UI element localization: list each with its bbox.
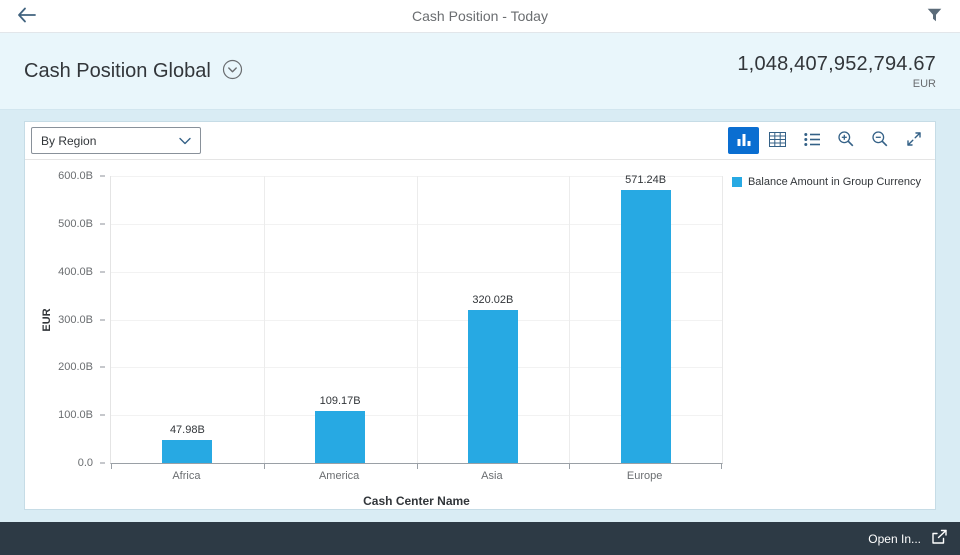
y-tick-label: 200.0B — [58, 361, 93, 374]
chart: Balance Amount in Group Currency EUR 0.0… — [25, 160, 935, 509]
chart-legend[interactable]: Balance Amount in Group Currency — [731, 176, 921, 188]
chart-toolbar: By Region — [25, 122, 935, 160]
total-amount: 1,048,407,952,794.67 — [737, 52, 936, 75]
bar-chart-view-button[interactable] — [728, 127, 759, 154]
zoom-in-button[interactable] — [830, 127, 861, 154]
bar-chart-icon — [737, 132, 751, 149]
column-separator — [416, 176, 418, 463]
total-amount-block: 1,048,407,952,794.67 EUR — [737, 53, 936, 90]
page-title: Cash Position - Today — [412, 8, 548, 24]
plot-area: 47.98B 109.17B 320.02B 571.24B — [110, 174, 723, 469]
y-axis-labels: 0.0 100.0B 200.0B 300.0B 400.0B 500.0B 600.0B — [25, 170, 105, 469]
legend-list-button[interactable] — [796, 127, 827, 154]
y-tick-label: 0.0 — [77, 457, 93, 469]
zoom-out-button[interactable] — [864, 127, 895, 154]
column-separator — [569, 176, 571, 463]
header-expand-button[interactable] — [221, 59, 245, 83]
zoom-out-icon — [871, 131, 888, 150]
filter-funnel-icon — [927, 8, 942, 25]
zoom-in-icon — [837, 131, 854, 150]
y-tick-mark — [100, 414, 105, 416]
object-title: Cash Position Global — [24, 59, 211, 82]
fullscreen-button[interactable] — [898, 127, 929, 154]
bar-value-label: 109.17B — [319, 395, 361, 407]
table-grid-icon — [769, 131, 786, 150]
bar-value-label: 320.02B — [472, 294, 514, 306]
x-tick-label: Asia — [481, 470, 503, 482]
chart-view-switcher — [728, 127, 929, 154]
y-tick-label: 100.0B — [58, 409, 93, 422]
x-tick-mark — [721, 464, 722, 469]
y-tick-mark — [100, 319, 105, 320]
open-in-button[interactable]: Open In... — [868, 529, 948, 548]
bar-europe[interactable] — [620, 190, 671, 463]
back-button[interactable] — [12, 0, 40, 33]
x-tick-mark — [111, 464, 112, 469]
chart-panel: By Region — [24, 121, 936, 510]
y-tick-label: 500.0B — [58, 217, 93, 230]
top-header: Cash Position - Today — [0, 0, 960, 33]
footer-bar: Open In... — [0, 522, 960, 555]
x-tick-mark — [416, 464, 418, 469]
bar-africa[interactable] — [162, 440, 213, 463]
bar-asia[interactable] — [467, 310, 518, 463]
share-arrow-icon — [931, 529, 948, 548]
y-tick-label: 400.0B — [58, 265, 93, 278]
x-tick-label: America — [318, 470, 360, 482]
content-area: By Region — [0, 110, 960, 522]
bar-value-label: 571.24B — [625, 174, 667, 186]
y-tick-label: 600.0B — [58, 170, 93, 182]
column-separator — [263, 176, 265, 463]
filter-button[interactable] — [920, 0, 948, 33]
y-tick-mark — [100, 462, 105, 464]
object-header: Cash Position Global 1,048,407,952,794.6… — [0, 33, 960, 110]
bar-america[interactable] — [315, 411, 366, 463]
legend-swatch — [731, 177, 742, 187]
view-selector[interactable]: By Region — [31, 127, 201, 154]
object-title-wrap: Cash Position Global — [24, 59, 245, 83]
open-in-label: Open In... — [868, 531, 921, 546]
expand-icon — [906, 131, 922, 150]
total-currency: EUR — [912, 77, 936, 90]
x-tick-mark — [263, 464, 265, 469]
y-tick-mark — [100, 223, 105, 225]
x-axis-labels: Africa America Asia Europe — [110, 470, 723, 484]
x-tick-mark — [569, 464, 571, 469]
table-view-button[interactable] — [762, 127, 793, 154]
list-icon — [803, 132, 820, 149]
y-tick-mark — [100, 366, 105, 368]
chevron-down-circle-icon — [222, 59, 243, 83]
view-selector-value: By Region — [41, 133, 97, 148]
y-tick-mark — [100, 271, 105, 273]
bar-value-label: 47.98B — [169, 424, 205, 436]
back-arrow-icon — [17, 7, 36, 26]
x-tick-label: Africa — [172, 470, 201, 482]
legend-label: Balance Amount in Group Currency — [747, 176, 921, 188]
x-axis-title: Cash Center Name — [363, 494, 470, 508]
y-tick-label: 300.0B — [58, 313, 93, 326]
x-tick-label: Europe — [626, 470, 663, 482]
chevron-down-icon — [179, 134, 191, 148]
y-tick-mark — [100, 175, 105, 177]
